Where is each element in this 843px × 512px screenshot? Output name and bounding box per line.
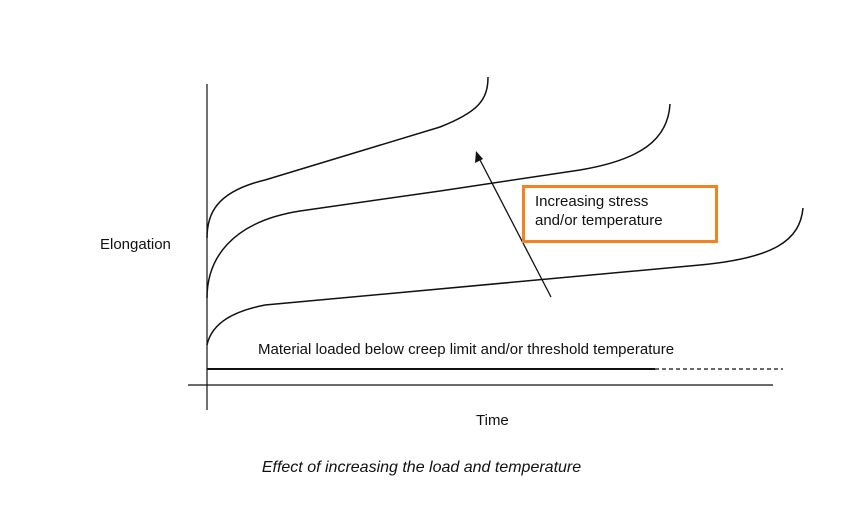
y-axis-label: Elongation [100, 236, 171, 253]
x-axis-label: Time [476, 412, 509, 429]
creep-curve-low [206, 207, 804, 346]
creep-curve-medium [206, 103, 671, 299]
creep-curve-high [206, 76, 489, 239]
arrow-head-icon [475, 151, 483, 163]
annotation-line: and/or temperature [535, 212, 663, 229]
caption: Effect of increasing the load and temper… [261, 459, 582, 476]
annotation-box: Increasing stress and/or temperature [522, 185, 718, 243]
increase-arrow [478, 157, 552, 298]
baseline-label: Material loaded below creep limit and/or… [258, 341, 675, 358]
annotation-line: Increasing stress [535, 193, 649, 210]
